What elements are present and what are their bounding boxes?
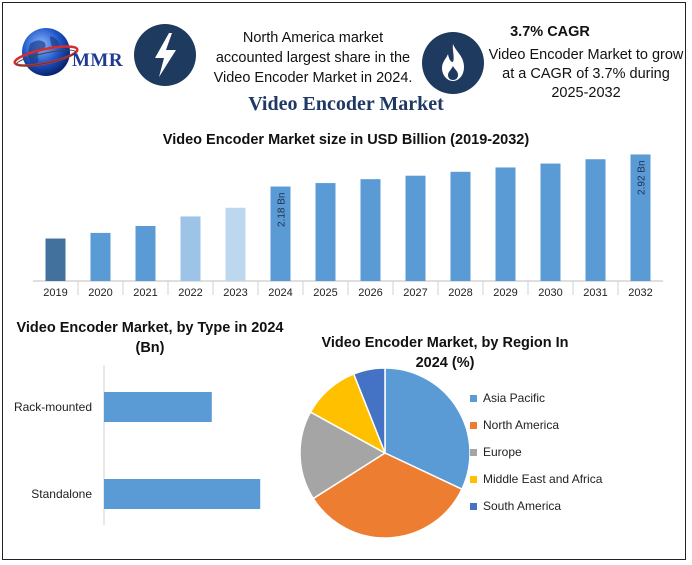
- legend-swatch: [470, 503, 477, 511]
- main-title: Video Encoder Market: [248, 93, 444, 115]
- x-tick-label-2019: 2019: [43, 287, 67, 299]
- legend-item-middle-east-and-africa: Middle East and Africa: [470, 472, 602, 486]
- bar-2027: [405, 175, 426, 281]
- x-tick-label-2025: 2025: [313, 287, 337, 299]
- flame-icon: [422, 32, 484, 94]
- pie-slice-north-america: [312, 452, 463, 539]
- bar-2020: [90, 232, 111, 281]
- bar-2025: [315, 183, 336, 281]
- cagr-value: 3.7% CAGR: [510, 24, 590, 40]
- market-share-highlight: North America market accounted largest s…: [213, 30, 413, 86]
- cagr-description: Video Encoder Market to grow at a CAGR o…: [488, 47, 684, 101]
- x-tick-label-2028: 2028: [448, 287, 472, 299]
- x-tick-label-2020: 2020: [88, 287, 112, 299]
- pie-slice-south-america: [352, 367, 386, 454]
- region-pie-chart: [299, 367, 471, 539]
- legend-label: South America: [483, 499, 562, 513]
- legend-swatch: [470, 395, 477, 403]
- type-label-rack-mounted: Rack-mounted: [14, 400, 92, 414]
- legend-item-europe: Europe: [470, 445, 522, 459]
- bar-2031: [585, 159, 606, 281]
- legend-item-north-america: North America: [470, 418, 559, 432]
- legend-label: Asia Pacific: [483, 391, 546, 405]
- legend-swatch: [470, 476, 477, 484]
- x-tick-label-2029: 2029: [493, 287, 517, 299]
- type-chart-title: Video Encoder Market, by Type in 2024 (B…: [16, 320, 284, 356]
- data-label-2024: 2.18 Bn: [277, 193, 288, 227]
- legend-swatch: [470, 449, 477, 457]
- x-tick-label-2024: 2024: [268, 287, 292, 299]
- brand-name: MMR: [72, 50, 124, 71]
- legend-item-south-america: South America: [470, 499, 561, 513]
- bar-2030: [540, 163, 561, 281]
- type-bar-standalone: [104, 479, 261, 509]
- pie-slice-europe: [299, 411, 387, 500]
- bar-2023: [225, 207, 246, 281]
- type-bar-chart: Rack-mounted Standalone: [14, 365, 261, 525]
- legend-label: North America: [483, 418, 560, 432]
- bar-2019: [45, 238, 66, 281]
- bar-2026: [360, 179, 381, 281]
- x-tick-label-2031: 2031: [583, 287, 607, 299]
- region-chart-title: Video Encoder Market, by Region In 2024 …: [321, 335, 569, 371]
- bar-chart-title: Video Encoder Market size in USD Billion…: [162, 132, 530, 148]
- legend-swatch: [470, 422, 477, 430]
- lightning-bolt-icon: [134, 24, 196, 86]
- bar-2029: [495, 167, 516, 281]
- bar-2032: [630, 154, 651, 281]
- bar-2022: [180, 216, 201, 281]
- globe-logo-icon: [13, 28, 79, 76]
- x-tick-label-2027: 2027: [403, 287, 427, 299]
- market-size-bar-chart: 2019 2020 2021 2022 2023 2024 2.18 Bn 2025 2026 2…: [33, 154, 663, 299]
- type-label-standalone: Standalone: [31, 487, 92, 501]
- pie-slice-asia-pacific: [384, 367, 471, 491]
- x-tick-label-2032: 2032: [628, 287, 652, 299]
- x-tick-label-2021: 2021: [133, 287, 157, 299]
- type-bar-rack-mounted: [104, 392, 212, 422]
- bar-2028: [450, 171, 471, 281]
- data-label-2032: 2.92 Bn: [637, 160, 648, 194]
- x-tick-label-2026: 2026: [358, 287, 382, 299]
- legend-label: Europe: [483, 445, 522, 459]
- legend-item-asia-pacific: Asia Pacific: [470, 391, 545, 405]
- bar-2021: [135, 225, 156, 281]
- x-tick-label-2023: 2023: [223, 287, 247, 299]
- x-tick-label-2030: 2030: [538, 287, 562, 299]
- bar-2024: [270, 186, 291, 281]
- x-tick-label-2022: 2022: [178, 287, 202, 299]
- legend-label: Middle East and Africa: [483, 472, 603, 486]
